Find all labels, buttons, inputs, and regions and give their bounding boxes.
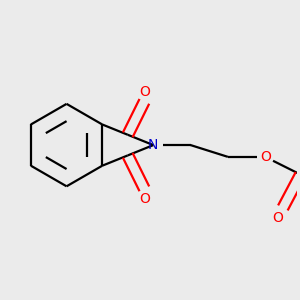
Text: O: O	[139, 192, 150, 206]
Text: O: O	[260, 150, 271, 164]
Text: O: O	[139, 85, 150, 98]
Text: O: O	[272, 211, 284, 225]
Text: N: N	[148, 138, 158, 152]
